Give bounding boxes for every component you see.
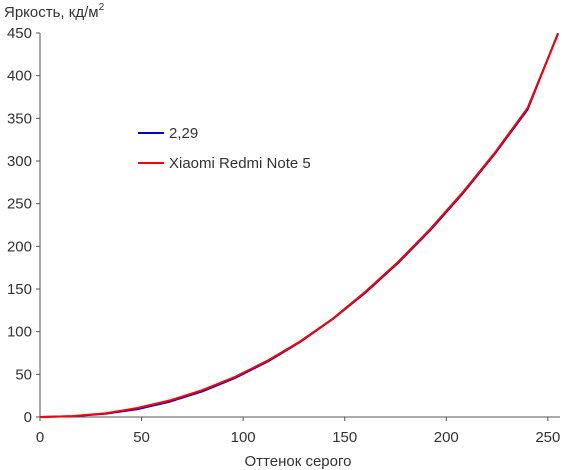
series-line-2 — [39, 33, 559, 418]
y-tick-label: 0 — [24, 409, 32, 426]
x-tick-label: 250 — [535, 429, 560, 446]
y-axis-title: Яркость, кд/м2 — [4, 2, 105, 21]
series-lines — [39, 32, 559, 418]
y-axis-title-text: Яркость, кд/м — [4, 4, 99, 21]
legend: 2,29 Xiaomi Redmi Note 5 — [138, 125, 311, 172]
y-tick-label: 250 — [7, 196, 32, 213]
y-tick-label: 150 — [7, 281, 32, 298]
x-tick-label: 200 — [434, 429, 459, 446]
x-tick-label: 50 — [133, 429, 150, 446]
y-tick-label: 200 — [7, 238, 32, 255]
y-tick-label: 450 — [7, 25, 32, 42]
y-tick-label: 50 — [15, 366, 32, 383]
y-tick-label: 350 — [7, 110, 32, 127]
tick-marks — [36, 32, 549, 421]
y-axis-title-superscript: 2 — [99, 2, 105, 13]
y-tick-label: 400 — [7, 68, 32, 85]
legend-label-1: 2,29 — [169, 125, 198, 142]
x-tick-label: 0 — [36, 429, 44, 446]
series-line-1 — [39, 32, 559, 418]
x-tick-label: 150 — [332, 429, 357, 446]
y-tick-label: 100 — [7, 324, 32, 341]
y-tick-label: 300 — [7, 153, 32, 170]
tick-labels: 0 50 100 150 200 250 300 350 400 450 0 50 100 150 200 2… — [7, 25, 560, 446]
legend-label-2: Xiaomi Redmi Note 5 — [169, 155, 311, 172]
x-tick-label: 100 — [231, 429, 256, 446]
axes — [39, 33, 560, 418]
x-axis-title: Оттенок серого — [245, 453, 352, 470]
